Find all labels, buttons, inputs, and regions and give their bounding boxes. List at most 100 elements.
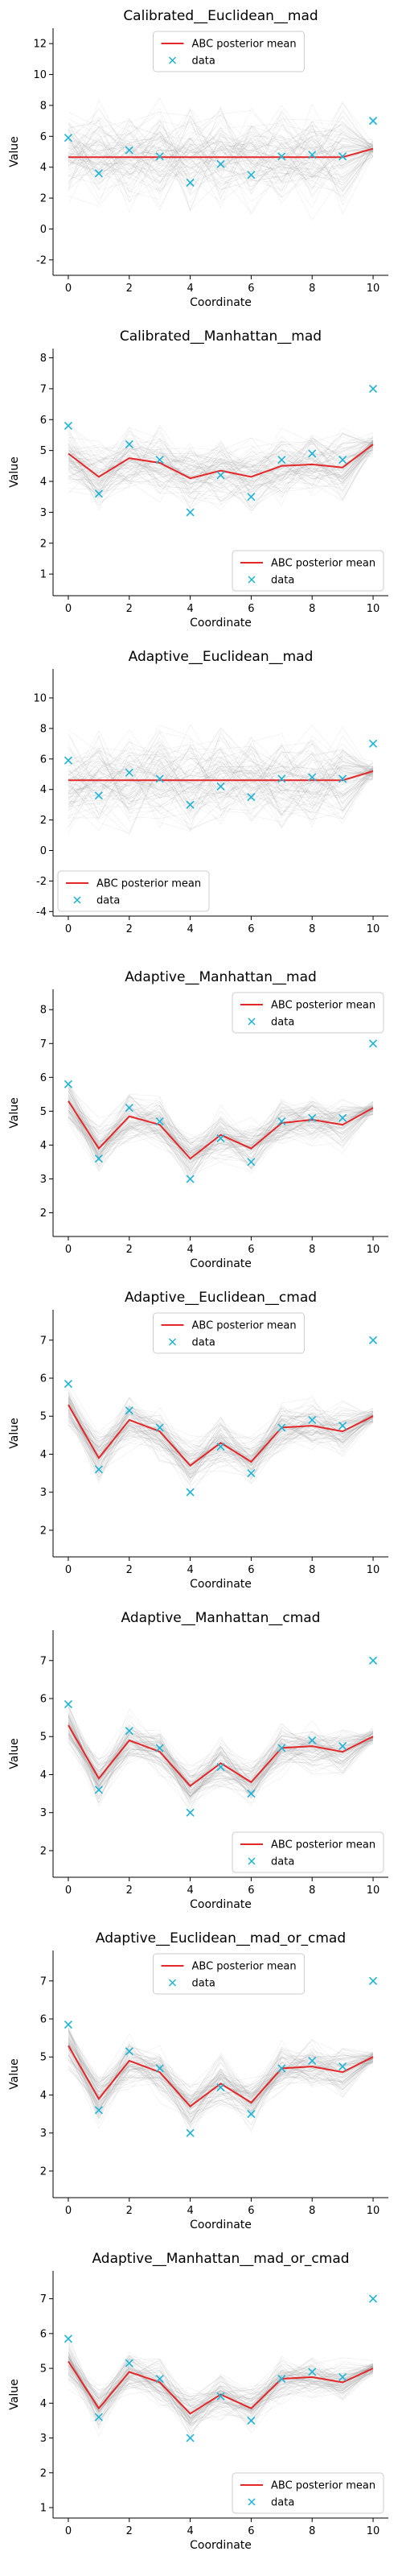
x-tick-label: 4 (187, 2205, 193, 2217)
posterior-sample-line (68, 745, 374, 812)
x-tick-label: 0 (65, 1244, 72, 1256)
legend-marker-swatch (248, 1857, 256, 1865)
posterior-sample-line (68, 735, 374, 820)
y-tick-label: 7 (40, 1335, 47, 1347)
data-point (155, 2374, 164, 2384)
posterior-sample-line (68, 109, 374, 200)
posterior-mean-line (68, 1100, 374, 1160)
posterior-sample-line (68, 2028, 374, 2111)
posterior-sample-line (68, 1715, 374, 1783)
data-point (186, 1488, 195, 1496)
data-point (247, 793, 256, 802)
posterior-sample-line (68, 2045, 374, 2120)
posterior-sample-line (68, 729, 374, 830)
y-tick-label: 1 (40, 2503, 47, 2515)
posterior-sample-line (68, 112, 374, 179)
posterior-sample-line (68, 1706, 374, 1798)
posterior-sample-line (68, 440, 374, 487)
posterior-sample-line (68, 1392, 374, 1476)
posterior-sample-line (68, 121, 374, 199)
posterior-sample-line (68, 2351, 374, 2420)
posterior-sample-line (68, 2030, 374, 2098)
data-point (155, 774, 164, 783)
legend-marker-swatch (248, 576, 256, 584)
data-point (125, 1104, 133, 1113)
posterior-sample-line (68, 2039, 374, 2123)
posterior-samples (68, 2336, 374, 2438)
data-point (216, 471, 225, 480)
y-tick-label: 6 (40, 415, 47, 427)
x-tick-label: 4 (187, 1244, 193, 1256)
data-point (155, 456, 164, 464)
posterior-sample-line (68, 119, 374, 203)
posterior-sample-line (68, 749, 374, 799)
posterior-sample-line (68, 444, 374, 508)
data-point (155, 1423, 164, 1432)
data-point (277, 2064, 286, 2073)
data-point (94, 1465, 103, 1474)
x-axis-label: Coordinate (190, 2219, 252, 2231)
y-tick-label: 4 (40, 162, 47, 174)
posterior-sample-line (68, 2048, 374, 2110)
x-tick-label: 10 (367, 2525, 380, 2537)
posterior-sample-line (68, 1406, 374, 1464)
posterior-sample-line (68, 1100, 374, 1159)
posterior-sample-line (68, 2355, 374, 2438)
data-point (155, 1744, 164, 1752)
posterior-sample-line (68, 434, 374, 469)
posterior-sample-line (68, 1396, 374, 1464)
posterior-sample-line (68, 109, 374, 174)
data-point (216, 2392, 225, 2401)
legend-label: data (271, 1856, 294, 1868)
data-point (94, 2106, 103, 2115)
posterior-sample-line (68, 127, 374, 211)
y-tick-label: 12 (33, 39, 47, 51)
posterior-sample-line (68, 745, 374, 834)
posterior-sample-line (68, 1089, 374, 1169)
posterior-sample-line (68, 752, 374, 832)
data-point (155, 1117, 164, 1126)
posterior-sample-line (68, 1392, 374, 1466)
posterior-sample-line (68, 138, 374, 198)
chart-title: Adaptive__Manhattan__mad_or_cmad (92, 2251, 349, 2267)
chart-title: Adaptive__Euclidean__mad_or_cmad (96, 1930, 346, 1946)
posterior-sample-line (68, 2037, 374, 2119)
x-tick-label: 6 (248, 923, 254, 935)
posterior-sample-line (68, 1407, 374, 1476)
y-tick-label: 2 (40, 815, 47, 827)
x-axis-label: Coordinate (190, 296, 252, 309)
x-tick-label: 4 (187, 283, 193, 295)
posterior-sample-line (68, 1730, 374, 1792)
data-point (186, 800, 195, 809)
x-tick-label: 10 (367, 2205, 380, 2217)
data-point (338, 456, 347, 464)
posterior-samples (68, 1703, 374, 1813)
x-tick-label: 6 (248, 283, 254, 295)
x-tick-label: 0 (65, 283, 72, 295)
y-tick-label: 6 (40, 1694, 47, 1706)
x-tick-label: 4 (187, 603, 193, 615)
x-tick-label: 10 (367, 283, 380, 295)
posterior-sample-line (68, 137, 374, 191)
posterior-sample-line (68, 1404, 374, 1480)
x-axis-label: Coordinate (190, 617, 252, 630)
posterior-sample-line (68, 1398, 374, 1468)
posterior-sample-line (68, 1731, 374, 1784)
x-tick-label: 4 (187, 923, 193, 935)
data-point (94, 1785, 103, 1794)
posterior-sample-line (68, 1406, 374, 1455)
posterior-sample-line (68, 2355, 374, 2401)
posterior-sample-line (68, 102, 374, 198)
posterior-sample-line (68, 764, 374, 800)
posterior-sample-line (68, 736, 374, 796)
posterior-sample-line (68, 2362, 374, 2403)
posterior-sample-line (68, 745, 374, 823)
posterior-sample-line (68, 446, 374, 509)
data-point (125, 2047, 133, 2056)
posterior-sample-line (68, 2042, 374, 2110)
posterior-sample-line (68, 119, 374, 170)
posterior-sample-line (68, 1714, 374, 1790)
data-point (64, 756, 73, 765)
posterior-sample-line (68, 2043, 374, 2107)
posterior-sample-line (68, 427, 374, 506)
